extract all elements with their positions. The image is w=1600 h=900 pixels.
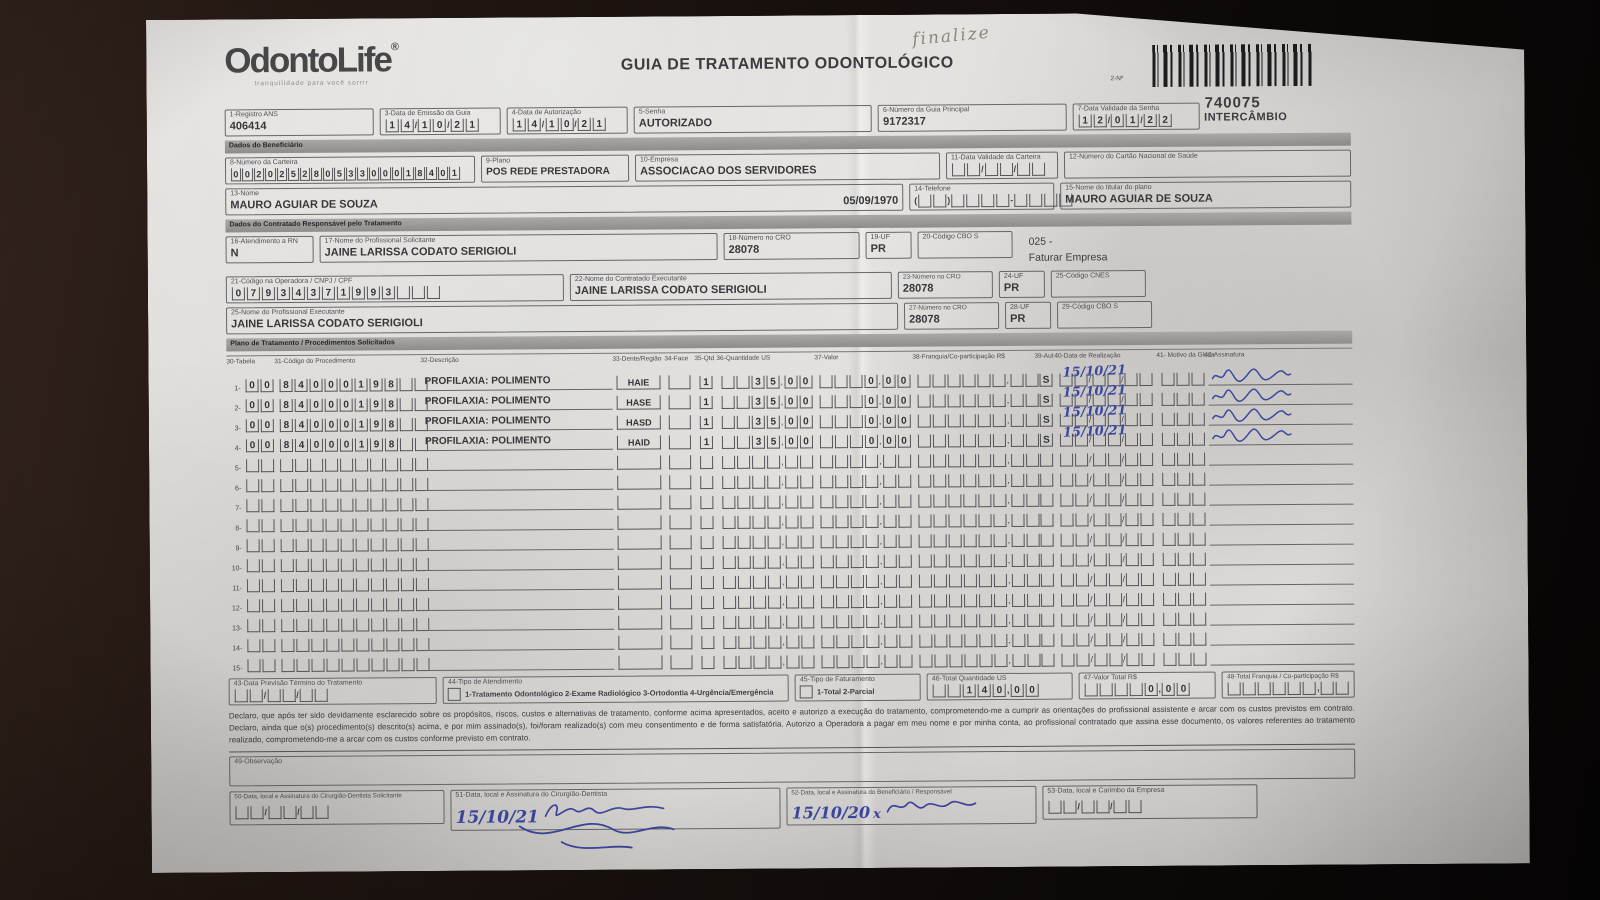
tipo-atendimento-checkbox (448, 687, 461, 700)
field-senha: 5-Senha AUTORIZADO (634, 105, 872, 134)
row-profissional-executante: 25-Nome do Profissional Executante JAINE… (226, 299, 1352, 334)
field-tipo-faturamento: 45-Tipo de Faturamento 1-Total 2-Parcial (795, 673, 921, 701)
barcode-block: 2-Nº 740075 INTERCÂMBIO (1132, 44, 1333, 124)
logo-text: OdontoLife (224, 40, 392, 81)
dentist-signature-flourish (502, 813, 692, 856)
form-header: OdontoLife® tranquilidade para você sorr… (224, 36, 1350, 110)
row-signature (1210, 367, 1294, 384)
column-header: 34-Face (664, 354, 689, 362)
field-telefone: 14-Telefone () - (909, 183, 1054, 211)
field-validade-carteira: 11-Data Validade da Carteira / / (946, 152, 1058, 180)
column-header: 39-Aut (1034, 352, 1054, 360)
row-nome: 13-Nome MAURO AGUIAR DE SOUZA 05/09/1970 … (225, 181, 1351, 216)
tipo-faturamento-checkbox (800, 685, 813, 698)
column-header: 40-Data de Realização (1054, 351, 1121, 360)
column-header: 36-Quantidade US (716, 354, 771, 362)
row-signature (1211, 387, 1295, 404)
row-signature (1211, 407, 1295, 424)
column-header: 41- Motivo da Glosa (1156, 351, 1215, 359)
field-numero-guia-principal: 6-Número da Guia Principal 9172317 (878, 104, 1067, 132)
form-content: finalize OdontoLife® tranquilidade para … (224, 18, 1356, 837)
field-data-emissao: 3-Data de Emissão da Guia 1 4/1 0/2 1 (380, 108, 501, 136)
field-uf-solicitante: 19-UF PR (865, 232, 911, 259)
field-total-franquia: 48-Total Franquia / Co-participação R$ , (1222, 670, 1355, 698)
field-observacao: 49-Observação (229, 748, 1355, 786)
column-header: 38-Franquia/Co-participação R$ (912, 352, 1005, 361)
field-cartao-nacional-saude: 12-Número do Cartão Nacional de Saúde (1064, 150, 1351, 179)
field-tipo-atendimento: 44-Tipo de Atendimento 1-Tratamento Odon… (443, 674, 789, 703)
field-codigo-cnes: 25-Código CNES (1051, 270, 1146, 298)
registered-mark-icon: ® (390, 41, 397, 54)
field-cro-contratado: 23-Número no CRO 28078 (898, 271, 993, 299)
field-profissional-solicitante: 17-Nome do Profissional Solicitante JAIN… (320, 233, 718, 263)
column-header: 42-Assinatura (1204, 350, 1245, 359)
field-contratado-executante: 22-Nome do Contratado Executante JAINE L… (570, 271, 892, 300)
column-header: 33-Dente/Região (612, 354, 662, 363)
column-header: 31-Código do Procedimento (274, 357, 356, 365)
column-header: 37-Valor (814, 353, 839, 361)
beneficiario-nascimento: 05/09/1970 (843, 194, 899, 208)
field-data-autorizacao: 4-Data de Autorização 1 4/1 0/2 1 (507, 107, 628, 135)
handwritten-x-52: x (873, 806, 881, 822)
row-solicitante: 16-Atendimento a RN N 17-Nome do Profiss… (226, 229, 1352, 272)
field-assinatura-solicitante: 50-Data, local e Assinatura do Cirurgião… (229, 790, 444, 826)
guide-code: 740075 (1204, 94, 1261, 112)
handwritten-realization-date: 15/10/21 (1062, 422, 1127, 441)
beneficiario-nome: MAURO AGUIAR DE SOUZA (230, 198, 378, 212)
row-totais: 43-Data Previsão Término do Tratamento /… (229, 670, 1355, 705)
column-header: 35-Qtd (694, 354, 715, 362)
field-data-previsao-termino: 43-Data Previsão Término do Tratamento /… (229, 676, 438, 704)
row-guia: 1-Registro ANS 406414 3-Data de Emissão … (225, 103, 1200, 137)
guide-code-type: INTERCÂMBIO (1204, 111, 1288, 124)
faturar-empresa-note: 025 - Faturar Empresa (1028, 235, 1108, 264)
form-paper: finalize OdontoLife® tranquilidade para … (146, 10, 1530, 873)
beneficiary-signature (884, 797, 979, 818)
declaration-text: Declaro, que após ter sido devidamente e… (228, 703, 1355, 745)
field-assinatura-beneficiario: 52-Data, local e Assinatura do Beneficiá… (786, 785, 1036, 825)
barcode (1152, 44, 1312, 87)
field-atendimento-rn: 16-Atendimento a RN N (226, 236, 314, 264)
field-nome-titular: 15-Nome do titular do plano MAURO AGUIAR… (1060, 181, 1351, 210)
field-cro-executante: 27-Número no CRO 28078 (904, 302, 999, 330)
column-header: 32-Descrição (420, 356, 459, 364)
field-carimbo-empresa: 53-Data, local e Carimbo da Empresa / / (1042, 784, 1257, 820)
field-nome-beneficiario: 13-Nome MAURO AGUIAR DE SOUZA 05/09/1970 (225, 184, 903, 216)
field-registro-ans: 1-Registro ANS 406414 (225, 108, 374, 136)
dentist-signature (542, 799, 672, 822)
field-cbo-solicitante: 20-Código CBO S (917, 231, 1012, 259)
field-cbo-executante: 29-Código CBO S (1057, 300, 1152, 328)
field-cro-solicitante: 18-Número no CRO 28078 (724, 232, 860, 260)
field-empresa: 10-Empresa ASSOCIACAO DOS SERVIDORES (635, 152, 940, 181)
column-header: 30-Tabela (226, 357, 255, 365)
field-assinatura-cirurgiao-dentista: 51-Data, local e Assinatura do Cirurgião… (450, 787, 780, 830)
row-assinaturas: 50-Data, local e Assinatura do Cirurgião… (229, 783, 1355, 832)
field-uf-contratado: 24-UF PR (999, 270, 1045, 297)
handwritten-realization-date: 15/10/21 (1062, 362, 1127, 381)
handwritten-realization-date: 15/10/21 (1062, 402, 1127, 421)
field-profissional-executante: 25-Nome do Profissional Executante JAINE… (226, 302, 898, 334)
barcode-number-label: 2-Nº (1110, 75, 1124, 83)
field-plano: 9-Plano POS REDE PRESTADORA (481, 155, 629, 183)
row-signature (1211, 427, 1295, 444)
handwritten-date-52: 15/10/20 (791, 802, 871, 823)
handwritten-realization-date: 15/10/21 (1062, 382, 1127, 401)
field-uf-executante: 28-UF PR (1005, 301, 1051, 328)
